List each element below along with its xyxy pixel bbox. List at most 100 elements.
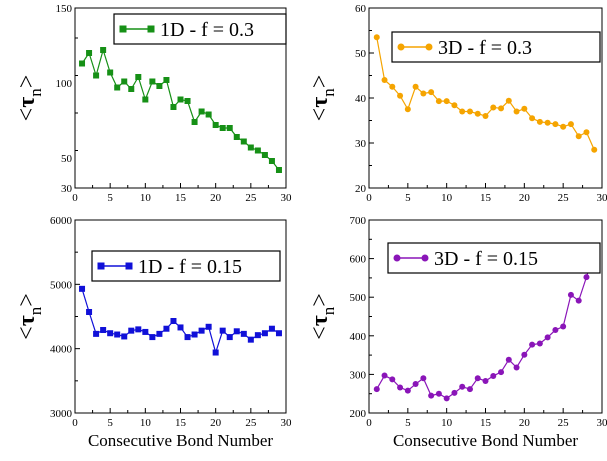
y-tick-label: 3000 [50, 408, 73, 420]
legend-marker [421, 254, 429, 262]
data-point [498, 369, 505, 376]
data-point [505, 356, 512, 363]
data-point [505, 97, 512, 104]
data-point [100, 47, 107, 53]
data-point [184, 98, 191, 104]
data-point [93, 330, 100, 337]
legend-marker [393, 254, 401, 262]
data-point [389, 83, 396, 90]
data-point [233, 134, 240, 140]
data-point [212, 349, 219, 356]
data-point [226, 125, 233, 131]
data-point [149, 334, 156, 341]
data-point [156, 83, 163, 89]
data-point [575, 133, 582, 140]
x-tick-label: 15 [480, 417, 492, 429]
x-tick-label: 10 [140, 192, 152, 204]
data-point [177, 96, 184, 103]
legend-marker [397, 43, 405, 51]
data-point [560, 323, 567, 330]
data-point [163, 77, 170, 83]
data-point [205, 111, 212, 118]
data-point [79, 285, 86, 292]
data-point [198, 327, 205, 334]
chart-panel-1: 0 5 10 15 20 25 30 30 50 100 150 <τn> 1D - f = 0.3 [14, 3, 292, 204]
data-point [226, 334, 233, 341]
data-point [428, 89, 435, 96]
data-point [373, 386, 380, 393]
data-point [381, 77, 388, 83]
data-point [240, 330, 247, 337]
y-tick-label: 50 [355, 48, 367, 60]
legend-label: 1D - f = 0.15 [138, 256, 242, 278]
x-tick-label: 25 [558, 192, 570, 204]
y-tick-label: 20 [355, 183, 367, 195]
y-axis-label: <τn> [14, 293, 45, 340]
x-tick-label: 20 [519, 417, 531, 429]
x-tick-label: 10 [441, 192, 453, 204]
data-point [560, 123, 567, 130]
chart-panel-2: 0 5 10 15 20 25 30 20 30 40 50 60 <τn> 3D - f = 0.3 [307, 3, 607, 204]
data-point [544, 334, 551, 341]
data-point [86, 50, 93, 56]
data-point [247, 336, 254, 343]
legend-marker [97, 262, 105, 270]
legend-marker [425, 43, 433, 51]
x-tick-label: 25 [558, 417, 570, 429]
data-point [261, 152, 268, 158]
y-tick-label: 50 [61, 153, 73, 165]
data-point [191, 119, 198, 125]
data-point [247, 144, 254, 151]
data-point [233, 328, 240, 335]
data-point [498, 105, 505, 112]
data-point [575, 297, 582, 304]
data-point [268, 158, 275, 164]
x-tick-label: 0 [366, 192, 372, 204]
data-point [205, 323, 212, 330]
data-point [142, 328, 149, 335]
x-tick-label: 25 [245, 192, 257, 204]
data-point [459, 383, 466, 390]
legend-marker [125, 262, 133, 270]
data-point [128, 327, 135, 334]
data-point [177, 324, 184, 331]
legend-label: 1D - f = 0.3 [160, 19, 254, 41]
data-point [184, 334, 191, 341]
x-tick-label: 30 [597, 417, 607, 429]
data-point [451, 389, 458, 396]
data-point [114, 84, 121, 91]
data-point [100, 327, 107, 334]
x-tick-label: 15 [480, 192, 492, 204]
y-tick-label: 600 [350, 254, 367, 266]
y-tick-label: 100 [56, 78, 73, 90]
data-point [428, 392, 435, 399]
data-point [474, 375, 481, 382]
x-tick-label: 20 [210, 417, 222, 429]
data-point [149, 78, 156, 85]
data-point [466, 108, 473, 115]
data-point [170, 318, 177, 325]
x-tick-label: 30 [281, 192, 293, 204]
x-tick-label: 5 [405, 192, 411, 204]
data-point [275, 167, 282, 173]
data-point [552, 327, 559, 334]
data-point [404, 387, 411, 394]
data-point [459, 108, 466, 115]
data-point [114, 331, 121, 338]
data-point [490, 372, 497, 379]
y-axis-label: <τn> [14, 75, 45, 122]
data-point [381, 372, 388, 379]
y-tick-label: 60 [355, 3, 367, 15]
data-point [275, 330, 282, 337]
x-tick-label: 30 [597, 192, 607, 204]
data-point [219, 327, 226, 334]
y-tick-label: 4000 [50, 344, 73, 356]
data-point [404, 106, 411, 113]
data-point [135, 74, 142, 80]
x-tick-label: 15 [175, 192, 187, 204]
data-point [261, 330, 268, 337]
x-tick-label: 10 [140, 417, 152, 429]
x-tick-label: 5 [107, 192, 113, 204]
y-tick-label: 150 [56, 3, 73, 15]
data-point [268, 325, 275, 332]
